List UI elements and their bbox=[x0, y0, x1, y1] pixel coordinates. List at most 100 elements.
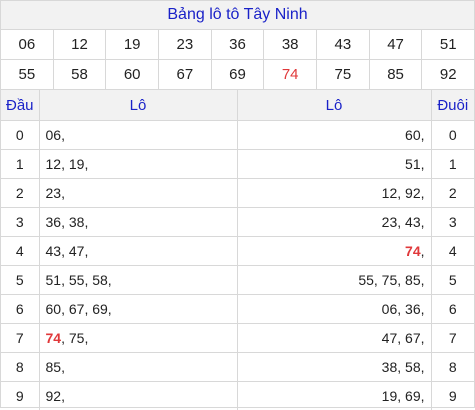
lo-number: 19 bbox=[382, 388, 398, 404]
lo-right-list: 47, 67, bbox=[237, 324, 431, 353]
lo-left-list: 60, 67, 69, bbox=[39, 295, 237, 324]
dau-digit: 1 bbox=[1, 150, 39, 179]
result-number: 85 bbox=[370, 60, 423, 89]
dau-digit: 0 bbox=[1, 121, 39, 150]
result-number: 12 bbox=[54, 30, 107, 59]
duoi-digit: 6 bbox=[431, 295, 474, 324]
lo-number: 38 bbox=[382, 359, 398, 375]
header-dau: Đầu bbox=[1, 90, 39, 121]
duoi-digit: 4 bbox=[431, 237, 474, 266]
duoi-digit: 9 bbox=[431, 382, 474, 410]
result-number: 43 bbox=[317, 30, 370, 59]
lo-number: 12 bbox=[382, 185, 398, 201]
dau-digit: 7 bbox=[1, 324, 39, 353]
duoi-digit: 8 bbox=[431, 353, 474, 382]
duoi-digit: 5 bbox=[431, 266, 474, 295]
lo-number: 85 bbox=[46, 359, 62, 375]
lo-number: 69 bbox=[405, 388, 421, 404]
lo-left-list: 06, bbox=[39, 121, 237, 150]
lo-left-list: 51, 55, 58, bbox=[39, 266, 237, 295]
board-title: Bảng lô tô Tây Ninh bbox=[1, 1, 474, 30]
lo-number: 51 bbox=[46, 272, 62, 288]
header-lo-left: Lô bbox=[39, 90, 237, 121]
result-number: 74 bbox=[264, 60, 317, 89]
lo-number: 58 bbox=[405, 359, 421, 375]
lo-number: 55 bbox=[69, 272, 85, 288]
result-number: 69 bbox=[212, 60, 265, 89]
lo-number: 69 bbox=[92, 301, 108, 317]
lo-number: 74 bbox=[405, 243, 421, 259]
lo-right-list: 60, bbox=[237, 121, 431, 150]
lo-right-list: 74, bbox=[237, 237, 431, 266]
table-header-row: Đầu Lô Lô Đuôi bbox=[1, 90, 474, 121]
duoi-digit: 0 bbox=[431, 121, 474, 150]
result-number: 58 bbox=[54, 60, 107, 89]
lo-number: 38 bbox=[69, 214, 85, 230]
lo-number: 06 bbox=[382, 301, 398, 317]
dau-digit: 5 bbox=[1, 266, 39, 295]
lo-number: 51 bbox=[405, 156, 421, 172]
header-duoi: Đuôi bbox=[431, 90, 474, 121]
duoi-digit: 7 bbox=[431, 324, 474, 353]
lo-number: 23 bbox=[382, 214, 398, 230]
result-number: 92 bbox=[422, 60, 474, 89]
duoi-digit: 1 bbox=[431, 150, 474, 179]
lo-right-list: 55, 75, 85, bbox=[237, 266, 431, 295]
lo-number: 36 bbox=[46, 214, 62, 230]
lo-right-list: 23, 43, bbox=[237, 208, 431, 237]
lo-left-list: 23, bbox=[39, 179, 237, 208]
lo-number: 19 bbox=[69, 156, 85, 172]
dau-digit: 8 bbox=[1, 353, 39, 382]
result-number: 51 bbox=[422, 30, 474, 59]
lo-number: 75 bbox=[69, 330, 85, 346]
dau-digit: 3 bbox=[1, 208, 39, 237]
lo-number: 58 bbox=[92, 272, 108, 288]
lo-left-list: 85, bbox=[39, 353, 237, 382]
lo-number: 67 bbox=[405, 330, 421, 346]
lo-number: 43 bbox=[405, 214, 421, 230]
lo-left-list: 36, 38, bbox=[39, 208, 237, 237]
lo-number: 60 bbox=[405, 127, 421, 143]
lo-number: 12 bbox=[46, 156, 62, 172]
result-number: 60 bbox=[106, 60, 159, 89]
result-number: 55 bbox=[1, 60, 54, 89]
result-number: 47 bbox=[370, 30, 423, 59]
lo-number: 74 bbox=[46, 330, 62, 346]
lo-number: 85 bbox=[405, 272, 421, 288]
lo-left-list: 43, 47, bbox=[39, 237, 237, 266]
lo-number: 47 bbox=[69, 243, 85, 259]
duoi-digit: 2 bbox=[431, 179, 474, 208]
dau-digit: 9 bbox=[1, 382, 39, 410]
result-number: 38 bbox=[264, 30, 317, 59]
header-lo-right: Lô bbox=[237, 90, 431, 121]
lo-right-list: 19, 69, bbox=[237, 382, 431, 410]
lo-number: 55 bbox=[358, 272, 374, 288]
lo-right-list: 06, 36, bbox=[237, 295, 431, 324]
result-number: 36 bbox=[212, 30, 265, 59]
lo-right-list: 12, 92, bbox=[237, 179, 431, 208]
lo-right-list: 38, 58, bbox=[237, 353, 431, 382]
result-number: 06 bbox=[1, 30, 54, 59]
duoi-digit: 3 bbox=[431, 208, 474, 237]
dau-digit: 4 bbox=[1, 237, 39, 266]
result-number: 19 bbox=[106, 30, 159, 59]
dau-digit: 6 bbox=[1, 295, 39, 324]
lo-left-list: 92, bbox=[39, 382, 237, 410]
lo-number: 75 bbox=[382, 272, 398, 288]
result-number: 23 bbox=[159, 30, 212, 59]
result-number: 67 bbox=[159, 60, 212, 89]
lo-left-list: 12, 19, bbox=[39, 150, 237, 179]
